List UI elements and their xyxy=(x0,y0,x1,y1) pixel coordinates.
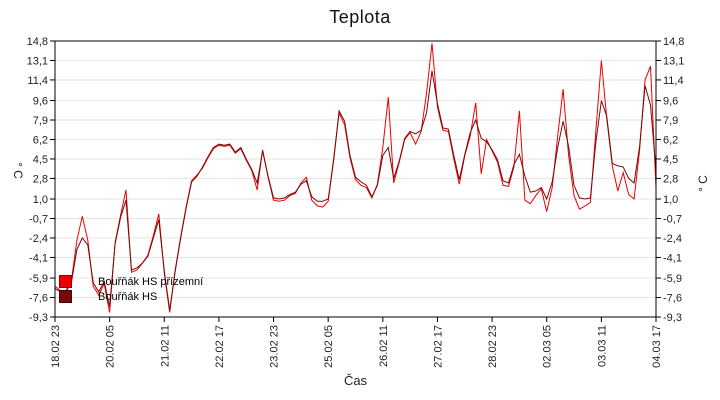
y-tick-label-left: -4,1 xyxy=(29,252,48,264)
y-tick-label-left: 1,0 xyxy=(33,194,48,206)
y-tick-label-right: -5,9 xyxy=(663,273,682,285)
y-tick-label-right: -0,7 xyxy=(663,214,682,226)
y-tick-label-left: 2,8 xyxy=(33,173,48,185)
x-tick-label: 04.03 17 xyxy=(651,325,663,368)
legend-swatch-prizemni xyxy=(59,275,72,288)
x-tick-label: 02.03 05 xyxy=(542,325,554,368)
y-tick-label-left: 9,6 xyxy=(33,96,48,108)
y-axis-label-right: ° C xyxy=(696,175,710,192)
x-tick-label: 26.02 11 xyxy=(378,325,390,367)
legend-item-hs: Bouřňák HS xyxy=(59,289,203,304)
legend-item-prizemni: Bouřňák HS přízemní xyxy=(59,274,203,289)
x-tick-label: 21.02 11 xyxy=(159,325,171,367)
x-tick-label: 18.02 23 xyxy=(50,325,62,368)
x-tick-label: 22.02 17 xyxy=(214,325,226,368)
y-tick-label-left: 13,1 xyxy=(27,55,48,67)
legend-swatch-hs xyxy=(59,290,72,303)
x-tick-label: 23.02 23 xyxy=(269,325,281,368)
y-tick-label-left: 14,8 xyxy=(27,36,48,48)
y-tick-label-right: 1,0 xyxy=(663,194,678,206)
chart-title: Teplota xyxy=(329,7,391,27)
y-axis-label-left: ° C xyxy=(11,162,25,179)
y-tick-label-left: 11,4 xyxy=(27,75,48,87)
legend: Bouřňák HS přízemní Bouřňák HS xyxy=(59,274,203,304)
y-tick-label-left: -2,4 xyxy=(29,233,48,245)
y-tick-label-right: 7,9 xyxy=(663,115,678,127)
y-tick-label-left: -0,7 xyxy=(29,214,48,226)
y-tick-label-left: 4,5 xyxy=(33,154,48,166)
x-tick-label: 25.02 05 xyxy=(323,325,335,368)
y-tick-label-right: 14,8 xyxy=(663,36,684,48)
x-axis-label: Čas xyxy=(343,373,368,388)
y-tick-label-right: -4,1 xyxy=(663,252,682,264)
x-tick-label: 28.02 23 xyxy=(487,325,499,368)
y-tick-label-left: 7,9 xyxy=(33,115,48,127)
y-tick-label-left: -7,6 xyxy=(29,293,48,305)
y-tick-label-right: 9,6 xyxy=(663,96,678,108)
x-tick-label: 27.02 17 xyxy=(432,325,444,368)
y-tick-label-left: -9,3 xyxy=(29,312,48,324)
y-tick-label-right: -7,6 xyxy=(663,293,682,305)
y-tick-label-right: -2,4 xyxy=(663,233,682,245)
y-tick-label-right: 4,5 xyxy=(663,154,678,166)
series-line-hs xyxy=(54,70,657,311)
y-tick-label-right: 6,2 xyxy=(663,134,678,146)
y-tick-label-right: -9,3 xyxy=(663,312,682,324)
y-tick-label-left: 6,2 xyxy=(33,134,48,146)
series-line-prizemni xyxy=(54,43,657,313)
plot-border xyxy=(54,40,657,318)
y-tick-label-left: -5,9 xyxy=(29,273,48,285)
legend-label-prizemni: Bouřňák HS přízemní xyxy=(98,275,204,288)
legend-label-hs: Bouřňák HS xyxy=(98,290,158,303)
x-tick-label: 03.03 11 xyxy=(596,325,608,367)
x-tick-label: 20.02 05 xyxy=(105,325,117,368)
y-tick-label-right: 2,8 xyxy=(663,173,678,185)
y-tick-label-right: 11,4 xyxy=(663,75,684,87)
y-tick-label-right: 13,1 xyxy=(663,55,684,67)
